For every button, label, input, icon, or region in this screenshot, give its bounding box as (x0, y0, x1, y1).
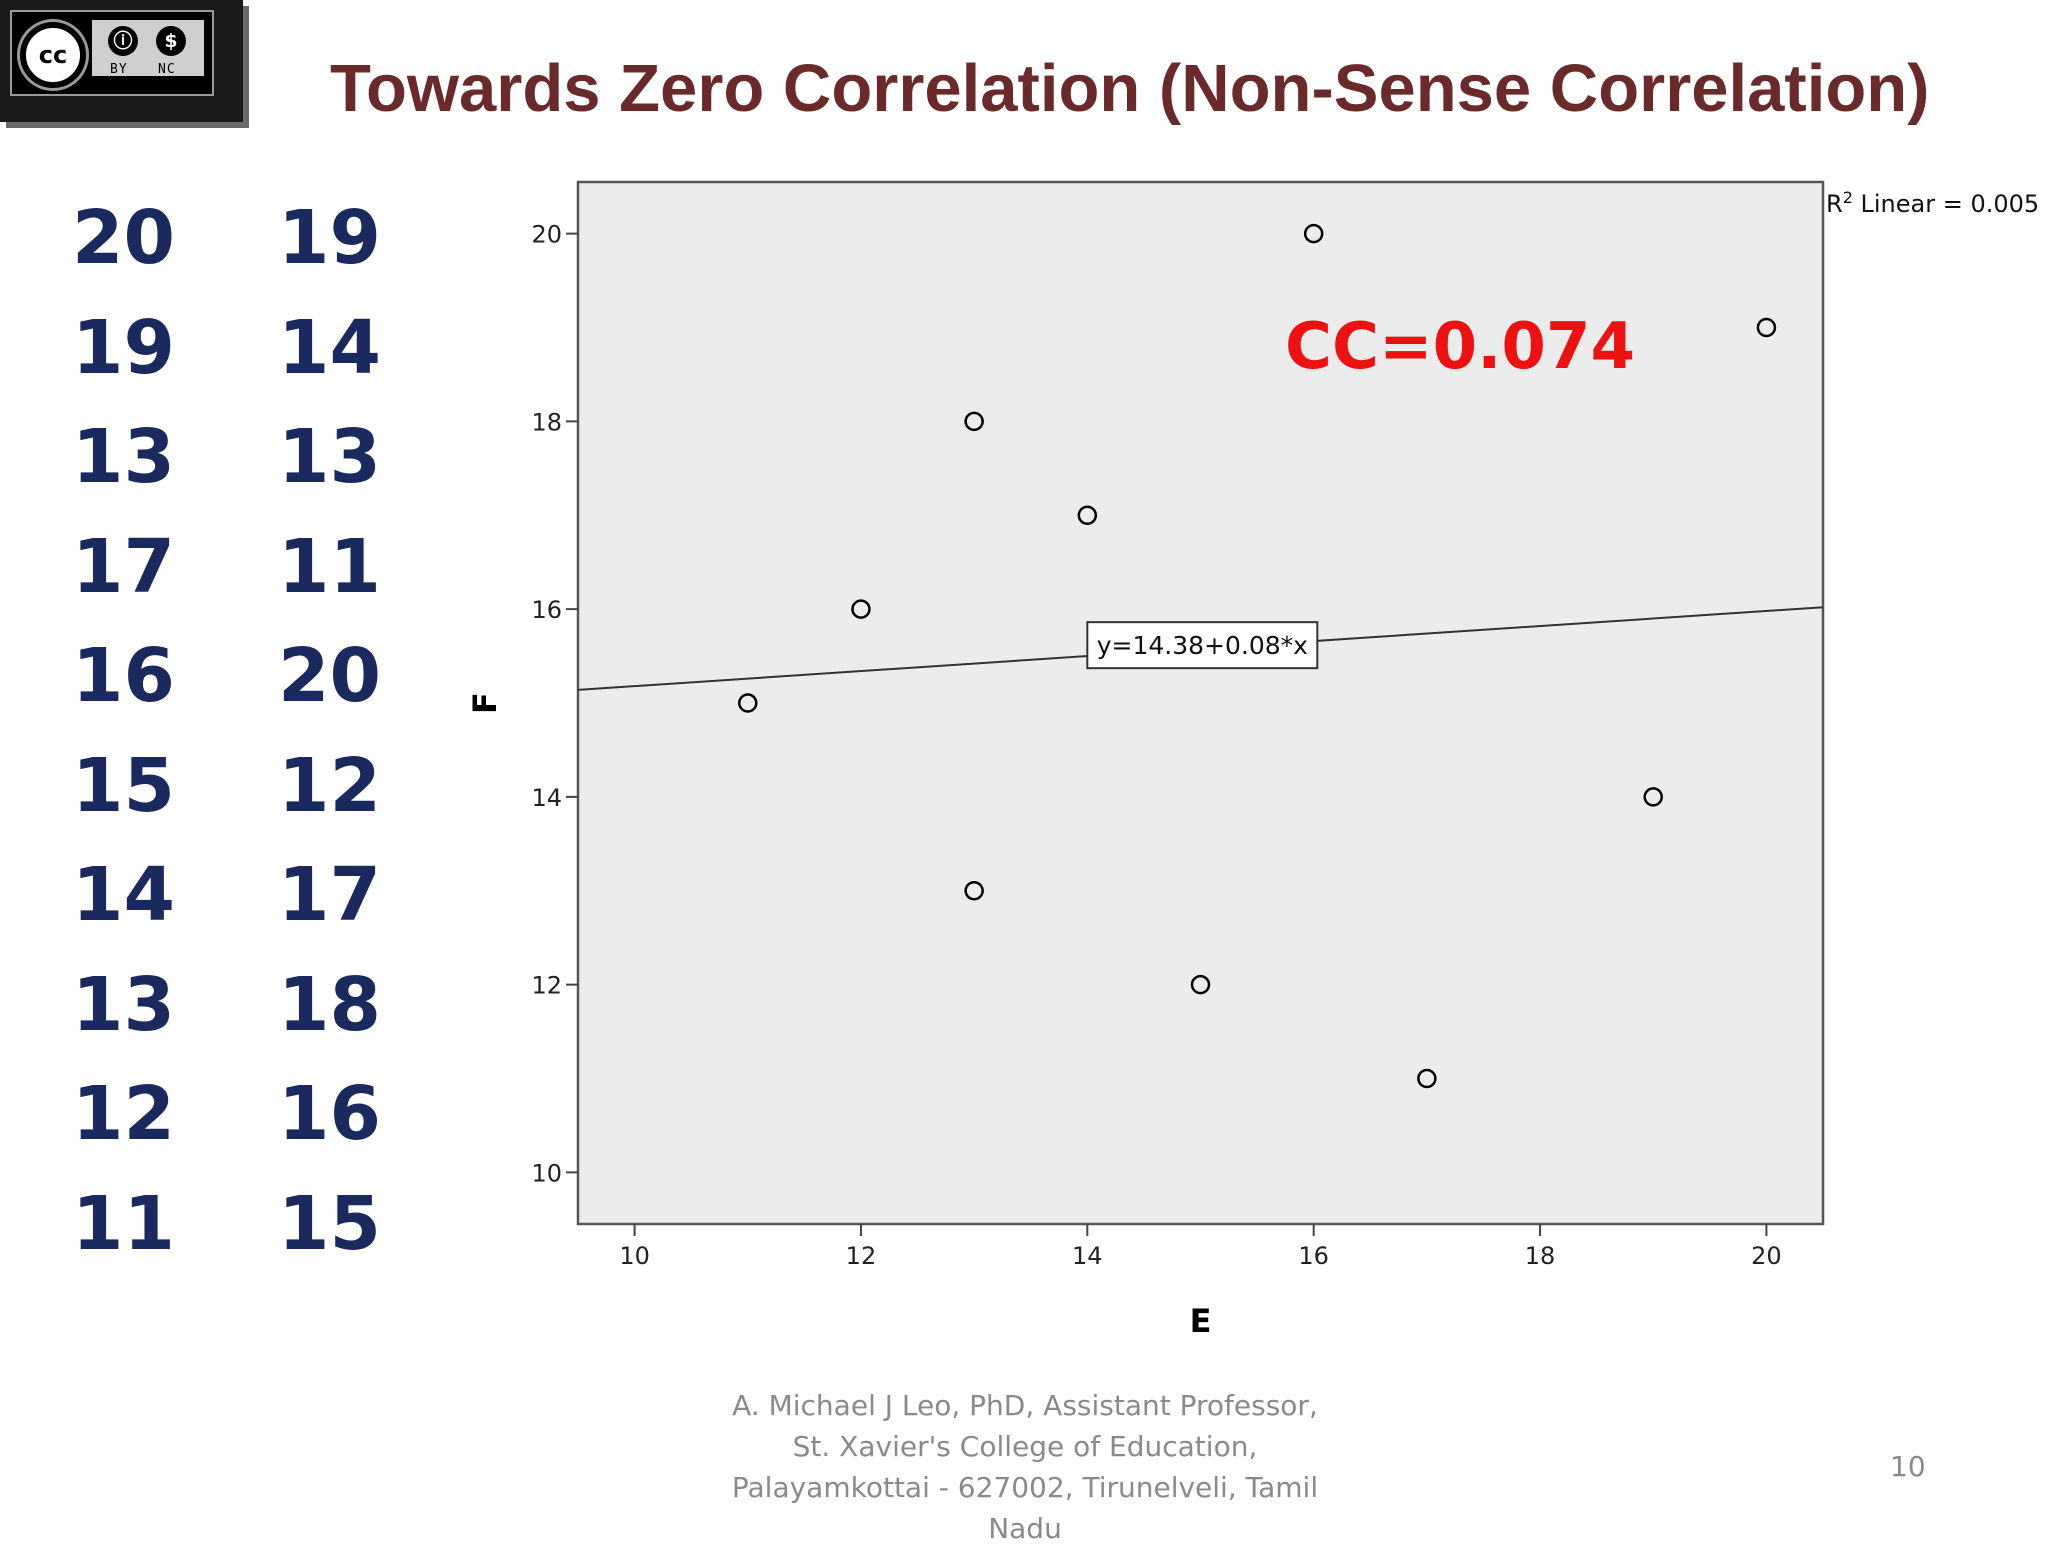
data-value-f: 13 (278, 414, 381, 500)
footer-line: Nadu (988, 1512, 1062, 1545)
cc-badge-inner: cc ⓘ $ BY NC (10, 10, 214, 96)
cc-attribution-strip: ⓘ $ BY NC (92, 20, 204, 77)
slide-title: Towards Zero Correlation (Non-Sense Corr… (330, 51, 1930, 126)
data-value-e: 13 (72, 961, 175, 1048)
y-tick-label: 20 (531, 221, 562, 249)
r2-text: Linear = 0.005 (1852, 190, 2040, 218)
scatter-point (1417, 1068, 1437, 1089)
data-value-f: 17 (278, 852, 381, 938)
data-value-e: 14 (72, 852, 175, 938)
scatter-point (851, 599, 871, 619)
scatter-point (1643, 787, 1663, 807)
data-value-f: 15 (278, 1180, 381, 1267)
scatter-point (738, 693, 758, 713)
data-value-f: 11 (278, 523, 381, 610)
footer-line: St. Xavier's College of Education, (792, 1430, 1258, 1463)
data-value-f: 18 (278, 961, 381, 1048)
data-value-f: 14 (278, 304, 381, 391)
r-squared-label: R2 Linear = 0.005 (1826, 188, 2039, 218)
y-tick-label: 16 (531, 596, 562, 624)
scatter-chart: 10 12 14 16 18 20 10 12 14 16 18 20 E Fy=14.38+0.08*x (466, 180, 1825, 1340)
scatter-point (1190, 974, 1211, 995)
y-tick-label: 12 (531, 972, 562, 1000)
by-label: BY (110, 62, 128, 77)
cc-icon: cc (20, 22, 86, 88)
y-tick-label: 14 (531, 784, 562, 812)
x-tick-label: 18 (1525, 1242, 1556, 1270)
x-tick-label: 12 (846, 1242, 877, 1270)
data-value-f: 12 (278, 742, 381, 829)
x-tick-label: 14 (1072, 1242, 1103, 1270)
scatter-point (1077, 505, 1098, 526)
r2-superscript: 2 (1842, 188, 1853, 207)
by-attribution-icon: ⓘ (108, 26, 138, 56)
scatter-point (964, 411, 984, 432)
r2-prefix: R (1826, 190, 1843, 218)
x-axis-label: E (1190, 1302, 1212, 1340)
data-column-f: 19 14 13 11 20 12 17 18 16 15 (278, 193, 388, 1288)
fit-equation-label: y=14.38+0.08*x (1097, 631, 1308, 660)
data-column-e: 20 19 13 17 16 15 14 13 12 11 (72, 193, 182, 1288)
data-value-e: 12 (72, 1071, 175, 1157)
x-tick-label: 16 (1298, 1242, 1329, 1270)
scatter-point (964, 880, 984, 901)
y-tick-label: 18 (531, 408, 562, 436)
plot-area (576, 180, 1825, 1226)
x-tick-label: 20 (1751, 1242, 1782, 1270)
data-value-e: 17 (72, 523, 175, 610)
data-value-f: 19 (278, 195, 381, 281)
cc-license-badge: cc ⓘ $ BY NC (0, 0, 243, 122)
data-value-f: 20 (278, 633, 381, 719)
data-value-e: 20 (72, 195, 175, 281)
data-value-e: 13 (72, 414, 175, 500)
correlation-coefficient-label: CC=0.074 (1285, 310, 1635, 384)
footer-line: A. Michael J Leo, PhD, Assistant Profess… (732, 1389, 1318, 1422)
data-value-e: 16 (72, 633, 175, 719)
scatter-point (1303, 223, 1324, 244)
y-tick-label: 10 (531, 1159, 562, 1187)
scatter-point (1756, 317, 1777, 338)
y-axis-label: F (466, 692, 504, 714)
nc-noncommercial-icon: $ (156, 26, 186, 56)
data-value-e: 19 (72, 304, 175, 391)
footer-credit: A. Michael J Leo, PhD, Assistant Profess… (660, 1385, 1390, 1549)
x-tick-label: 10 (619, 1242, 650, 1270)
data-value-f: 16 (278, 1071, 381, 1157)
nc-label: NC (158, 62, 176, 77)
footer-line: Palayamkottai - 627002, Tirunelveli, Tam… (731, 1471, 1319, 1504)
data-value-e: 15 (72, 742, 175, 829)
page-number: 10 (1890, 1450, 1926, 1483)
data-value-e: 11 (72, 1180, 175, 1267)
fit-equation-box (1086, 621, 1319, 670)
